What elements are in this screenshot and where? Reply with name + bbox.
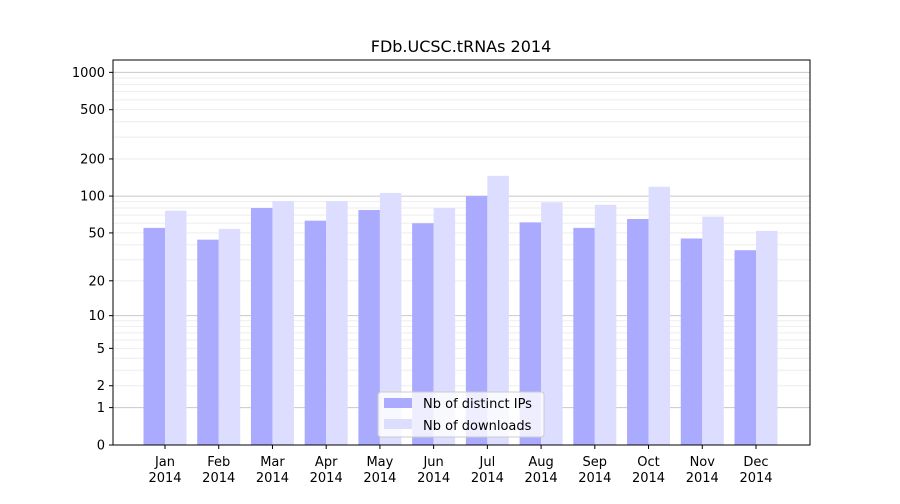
x-tick-label: Mar (260, 455, 285, 470)
bar-downloads (218, 228, 241, 445)
bar-distinct-ips (250, 207, 273, 445)
legend-box (377, 391, 545, 438)
bar-distinct-ips (412, 223, 434, 445)
legend-swatch-ips (384, 398, 412, 408)
x-tick-year: 2014 (471, 471, 504, 486)
bar-downloads (702, 216, 724, 445)
bar-downloads (541, 202, 563, 445)
x-tick-year: 2014 (417, 471, 450, 486)
x-tick-year: 2014 (202, 471, 235, 486)
x-tick-year: 2014 (310, 471, 343, 486)
x-tick-label: Jul (479, 455, 496, 470)
x-tick-label: May (366, 455, 393, 470)
y-tick-label: 1 (97, 401, 105, 416)
x-tick-label: Apr (315, 455, 338, 470)
x-tick-label: Jun (422, 455, 443, 470)
x-tick-year: 2014 (525, 471, 558, 486)
x-tick-label: Nov (690, 455, 716, 470)
bar-distinct-ips (519, 222, 542, 445)
legend: Nb of distinct IPs Nb of downloads (377, 391, 545, 438)
y-tick-label: 100 (80, 190, 105, 205)
bar-downloads (272, 201, 294, 445)
bar-downloads (326, 201, 348, 445)
bar-distinct-ips (304, 220, 327, 445)
bar-distinct-ips (358, 210, 380, 445)
bar-distinct-ips (465, 196, 488, 445)
chart-title: FDb.UCSC.tRNAs 2014 (371, 37, 552, 56)
legend-label-ips: Nb of distinct IPs (423, 397, 532, 412)
y-tick-label: 20 (88, 274, 105, 289)
bar-distinct-ips (143, 227, 165, 445)
x-tick-year: 2014 (632, 471, 665, 486)
y-tick-label: 5 (97, 342, 105, 357)
y-tick-label: 500 (80, 103, 105, 118)
x-tick-year: 2014 (739, 471, 772, 486)
bar-downloads (648, 186, 671, 445)
bar-distinct-ips (197, 239, 219, 445)
x-tick-label: Feb (207, 455, 230, 470)
y-tick-label: 0 (97, 439, 105, 454)
bar-distinct-ips (680, 238, 703, 445)
x-tick-year: 2014 (363, 471, 396, 486)
x-tick-year: 2014 (256, 471, 289, 486)
legend-label-downloads: Nb of downloads (423, 419, 532, 434)
y-tick-label: 200 (80, 152, 105, 167)
bar-distinct-ips (627, 219, 649, 445)
bar-distinct-ips (734, 250, 756, 445)
legend-swatch-downloads (384, 419, 412, 429)
bars (143, 175, 778, 445)
y-tick-label: 10 (88, 309, 105, 324)
bar-downloads (487, 175, 509, 445)
bar-downloads (433, 207, 456, 445)
y-tick-label: 2 (97, 379, 105, 394)
bar-downloads (379, 192, 402, 445)
x-tick-year: 2014 (148, 471, 181, 486)
x-tick-label: Aug (528, 455, 553, 470)
x-tick-label: Oct (637, 455, 659, 470)
x-tick-year: 2014 (686, 471, 719, 486)
x-tick-label: Dec (743, 455, 768, 470)
bar-downloads (594, 204, 617, 445)
x-tick-year: 2014 (578, 471, 611, 486)
y-tick-label: 50 (88, 226, 105, 241)
bar-downloads (756, 230, 778, 445)
bar-distinct-ips (573, 227, 595, 445)
x-tick-label: Sep (583, 455, 608, 470)
x-tick-label: Jan (154, 455, 175, 470)
plot-frame (112, 59, 811, 446)
bar-downloads (165, 210, 187, 445)
axes: Jan2014Feb2014Mar2014Apr2014May2014Jun20… (72, 59, 811, 486)
y-tick-label: 1000 (72, 66, 105, 81)
